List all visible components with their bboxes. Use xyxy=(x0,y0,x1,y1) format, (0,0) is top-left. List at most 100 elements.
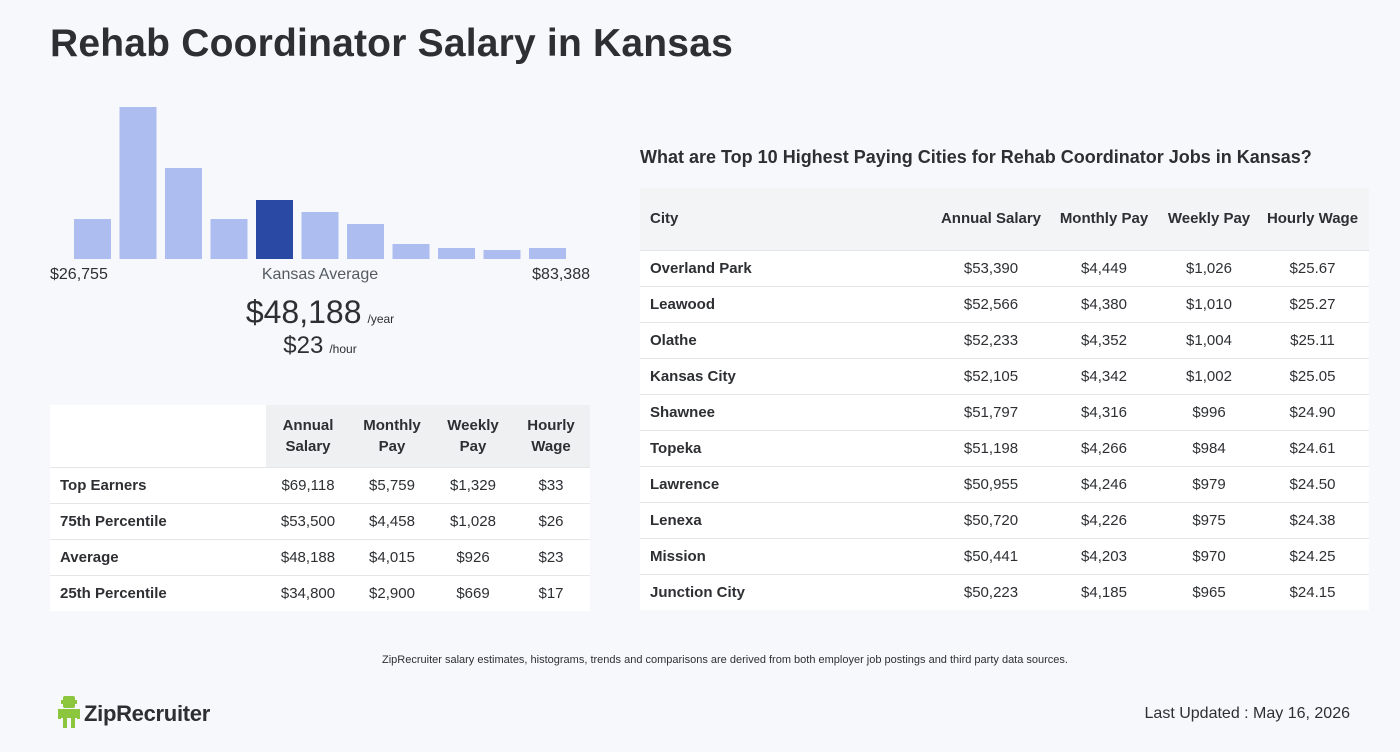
histogram-bar xyxy=(210,219,248,259)
city-name-cell: Topeka xyxy=(640,429,936,466)
cities-header-monthly: Monthly Pay xyxy=(1046,188,1162,250)
percentile-table: Annual Salary Monthly Pay Weekly Pay Hou… xyxy=(50,405,590,611)
average-yearly: $48,188/year xyxy=(50,294,590,331)
annual-cell: $51,797 xyxy=(936,393,1046,430)
hourly-cell: $26 xyxy=(512,502,590,539)
histogram-bar xyxy=(74,219,111,259)
table-row: Kansas City $52,105 $4,342 $1,002 $25.05 xyxy=(640,357,1369,394)
weekly-cell: $1,026 xyxy=(1162,249,1256,286)
last-updated-date: May 16, 2026 xyxy=(1253,705,1350,722)
annual-cell: $50,720 xyxy=(936,501,1046,538)
monthly-cell: $4,015 xyxy=(350,538,434,575)
table-row: 75th Percentile $53,500 $4,458 $1,028 $2… xyxy=(50,502,590,539)
histogram-max-label: $83,388 xyxy=(532,266,590,283)
histogram-bar xyxy=(347,224,384,259)
monthly-cell: $4,185 xyxy=(1046,573,1162,610)
cities-section-title: What are Top 10 Highest Paying Cities fo… xyxy=(640,147,1312,167)
ziprecruiter-logo-text: ZipRecruiter xyxy=(84,700,210,726)
annual-cell: $50,955 xyxy=(936,465,1046,502)
percentile-header-annual: Annual Salary xyxy=(266,405,350,467)
table-row: Lenexa $50,720 $4,226 $975 $24.38 xyxy=(640,501,1369,538)
table-row: Lawrence $50,955 $4,246 $979 $24.50 xyxy=(640,465,1369,502)
city-name-cell: Leawood xyxy=(640,285,936,322)
monthly-cell: $4,226 xyxy=(1046,501,1162,538)
weekly-cell: $1,028 xyxy=(434,502,512,539)
weekly-cell: $1,004 xyxy=(1162,321,1256,358)
histogram-bar xyxy=(165,168,202,259)
percentile-label: 75th Percentile xyxy=(50,502,266,539)
annual-cell: $50,441 xyxy=(936,537,1046,574)
city-name-cell: Lawrence xyxy=(640,465,936,502)
table-row: Olathe $52,233 $4,352 $1,004 $25.11 xyxy=(640,321,1369,358)
histogram-min-label: $26,755 xyxy=(50,266,108,283)
monthly-cell: $4,458 xyxy=(350,502,434,539)
monthly-cell: $4,342 xyxy=(1046,357,1162,394)
table-row: Top Earners $69,118 $5,759 $1,329 $33 xyxy=(50,466,590,503)
last-updated: Last Updated : May 16, 2026 xyxy=(1145,705,1350,723)
annual-cell: $52,105 xyxy=(936,357,1046,394)
percentile-header-hourly: Hourly Wage xyxy=(512,405,590,467)
annual-cell: $53,500 xyxy=(266,502,350,539)
table-row: Mission $50,441 $4,203 $970 $24.25 xyxy=(640,537,1369,574)
hourly-cell: $25.27 xyxy=(1256,285,1369,322)
percentile-label: 25th Percentile xyxy=(50,574,266,611)
weekly-cell: $1,010 xyxy=(1162,285,1256,322)
percentile-header-weekly: Weekly Pay xyxy=(434,405,512,467)
annual-cell: $51,198 xyxy=(936,429,1046,466)
histogram-bar xyxy=(119,107,157,259)
weekly-cell: $984 xyxy=(1162,429,1256,466)
hourly-cell: $17 xyxy=(512,574,590,611)
cities-header-row: City Annual Salary Monthly Pay Weekly Pa… xyxy=(640,188,1369,250)
histogram-bar xyxy=(392,244,430,259)
table-row: Junction City $50,223 $4,185 $965 $24.15 xyxy=(640,573,1369,610)
histogram-bar-average xyxy=(256,200,293,259)
cities-header-hourly: Hourly Wage xyxy=(1256,188,1369,250)
hourly-cell: $25.05 xyxy=(1256,357,1369,394)
monthly-cell: $4,246 xyxy=(1046,465,1162,502)
weekly-cell: $975 xyxy=(1162,501,1256,538)
annual-cell: $48,188 xyxy=(266,538,350,575)
monthly-cell: $4,316 xyxy=(1046,393,1162,430)
weekly-cell: $965 xyxy=(1162,573,1256,610)
percentile-header-blank xyxy=(50,405,266,467)
annual-cell: $50,223 xyxy=(936,573,1046,610)
weekly-cell: $979 xyxy=(1162,465,1256,502)
cities-header-city: City xyxy=(640,188,936,250)
average-yearly-unit: /year xyxy=(367,312,395,326)
weekly-cell: $926 xyxy=(434,538,512,575)
salary-histogram xyxy=(50,90,590,260)
hourly-cell: $24.50 xyxy=(1256,465,1369,502)
histogram-bar xyxy=(301,212,339,259)
monthly-cell: $4,352 xyxy=(1046,321,1162,358)
city-name-cell: Kansas City xyxy=(640,357,936,394)
table-row: Leawood $52,566 $4,380 $1,010 $25.27 xyxy=(640,285,1369,322)
ziprecruiter-logo[interactable]: ZipRecruiter xyxy=(58,694,210,733)
hourly-cell: $25.11 xyxy=(1256,321,1369,358)
annual-cell: $52,233 xyxy=(936,321,1046,358)
weekly-cell: $669 xyxy=(434,574,512,611)
histogram-bar xyxy=(483,250,521,259)
monthly-cell: $4,203 xyxy=(1046,537,1162,574)
percentile-label: Top Earners xyxy=(50,466,266,503)
histogram-average-label: Kansas Average xyxy=(261,266,379,283)
monthly-cell: $4,266 xyxy=(1046,429,1162,466)
hourly-cell: $33 xyxy=(512,466,590,503)
average-yearly-value: $48,188 xyxy=(245,294,362,330)
weekly-cell: $970 xyxy=(1162,537,1256,574)
weekly-cell: $1,329 xyxy=(434,466,512,503)
monthly-cell: $4,380 xyxy=(1046,285,1162,322)
histogram-bar xyxy=(529,248,566,259)
ziprecruiter-mascot-icon xyxy=(58,694,80,733)
average-hourly-unit: /hour xyxy=(329,342,357,356)
table-row: Shawnee $51,797 $4,316 $996 $24.90 xyxy=(640,393,1369,430)
hourly-cell: $24.61 xyxy=(1256,429,1369,466)
hourly-cell: $24.90 xyxy=(1256,393,1369,430)
monthly-cell: $2,900 xyxy=(350,574,434,611)
table-row: Overland Park $53,390 $4,449 $1,026 $25.67 xyxy=(640,249,1369,286)
table-row: 25th Percentile $34,800 $2,900 $669 $17 xyxy=(50,574,590,611)
cities-header-weekly: Weekly Pay xyxy=(1162,188,1256,250)
histogram-bar xyxy=(438,248,475,259)
hourly-cell: $25.67 xyxy=(1256,249,1369,286)
percentile-header-row: Annual Salary Monthly Pay Weekly Pay Hou… xyxy=(50,405,590,467)
annual-cell: $69,118 xyxy=(266,466,350,503)
